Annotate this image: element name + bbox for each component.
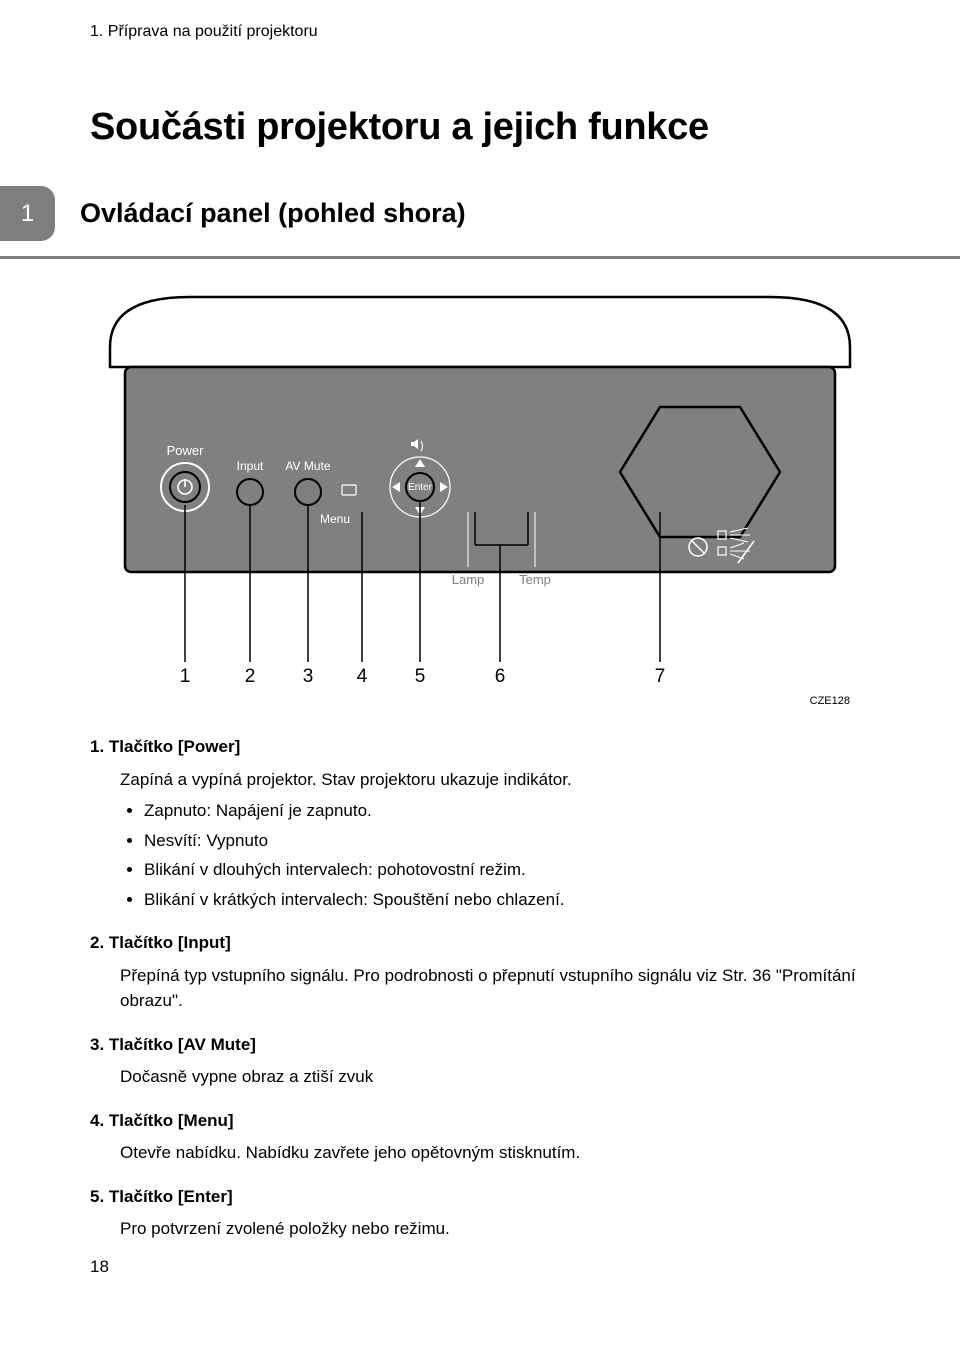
bullet-item: Nesvítí: Vypnuto xyxy=(144,828,870,854)
section-divider xyxy=(0,256,960,259)
lamp-label: Lamp xyxy=(452,572,485,587)
page-number: 18 xyxy=(90,1254,109,1280)
item-heading: Tlačítko [Menu] xyxy=(109,1111,234,1130)
page-title: Součásti projektoru a jejich funkce xyxy=(90,99,870,156)
chapter-header: 1. Příprava na použití projektoru xyxy=(90,20,870,44)
item-desc: Přepíná typ vstupního signálu. Pro podro… xyxy=(120,963,870,1014)
callout-1: 1 xyxy=(180,666,191,687)
callout-6: 6 xyxy=(495,666,506,687)
bullet-item: Zapnuto: Napájení je zapnuto. xyxy=(144,798,870,824)
item-num: 1. xyxy=(90,737,104,756)
list-item: 3. Tlačítko [AV Mute] Dočasně vypne obra… xyxy=(90,1032,870,1090)
bullet-item: Blikání v krátkých intervalech: Spouštěn… xyxy=(144,887,870,913)
item-heading: Tlačítko [Enter] xyxy=(109,1187,233,1206)
item-desc: Pro potvrzení zvolené položky nebo režim… xyxy=(120,1216,870,1242)
avmute-label: AV Mute xyxy=(285,459,330,473)
control-panel-diagram: Power Input AV Mute Menu Enter xyxy=(100,287,860,710)
callout-3: 3 xyxy=(303,666,314,687)
diagram-code-ref: CZE128 xyxy=(100,693,860,710)
item-heading: Tlačítko [Power] xyxy=(109,737,240,756)
bullet-item: Blikání v dlouhých intervalech: pohotovo… xyxy=(144,857,870,883)
menu-label: Menu xyxy=(320,512,350,526)
callout-4: 4 xyxy=(357,666,368,687)
list-item: 4. Tlačítko [Menu] Otevře nabídku. Nabíd… xyxy=(90,1108,870,1166)
section-title: Ovládací panel (pohled shora) xyxy=(80,193,870,234)
list-item: 2. Tlačítko [Input] Přepíná typ vstupníh… xyxy=(90,930,870,1014)
input-label: Input xyxy=(237,459,264,473)
item-intro: Zapíná a vypíná projektor. Stav projekto… xyxy=(120,767,870,793)
item-desc: Dočasně vypne obraz a ztiší zvuk xyxy=(120,1064,870,1090)
item-heading: Tlačítko [Input] xyxy=(109,933,231,952)
callout-2: 2 xyxy=(245,666,256,687)
list-item: 1. Tlačítko [Power] Zapíná a vypíná proj… xyxy=(90,734,870,912)
callout-5: 5 xyxy=(415,666,426,687)
item-num: 5. xyxy=(90,1187,104,1206)
enter-label: Enter xyxy=(408,482,433,493)
item-num: 3. xyxy=(90,1035,104,1054)
power-label: Power xyxy=(167,443,205,458)
section-number-tab: 1 xyxy=(0,186,55,241)
item-num: 4. xyxy=(90,1111,104,1130)
item-num: 2. xyxy=(90,933,104,952)
item-heading: Tlačítko [AV Mute] xyxy=(109,1035,256,1054)
list-item: 5. Tlačítko [Enter] Pro potvrzení zvolen… xyxy=(90,1184,870,1242)
item-desc: Otevře nabídku. Nabídku zavřete jeho opě… xyxy=(120,1140,870,1166)
callout-7: 7 xyxy=(655,666,666,687)
temp-label: Temp xyxy=(519,572,551,587)
